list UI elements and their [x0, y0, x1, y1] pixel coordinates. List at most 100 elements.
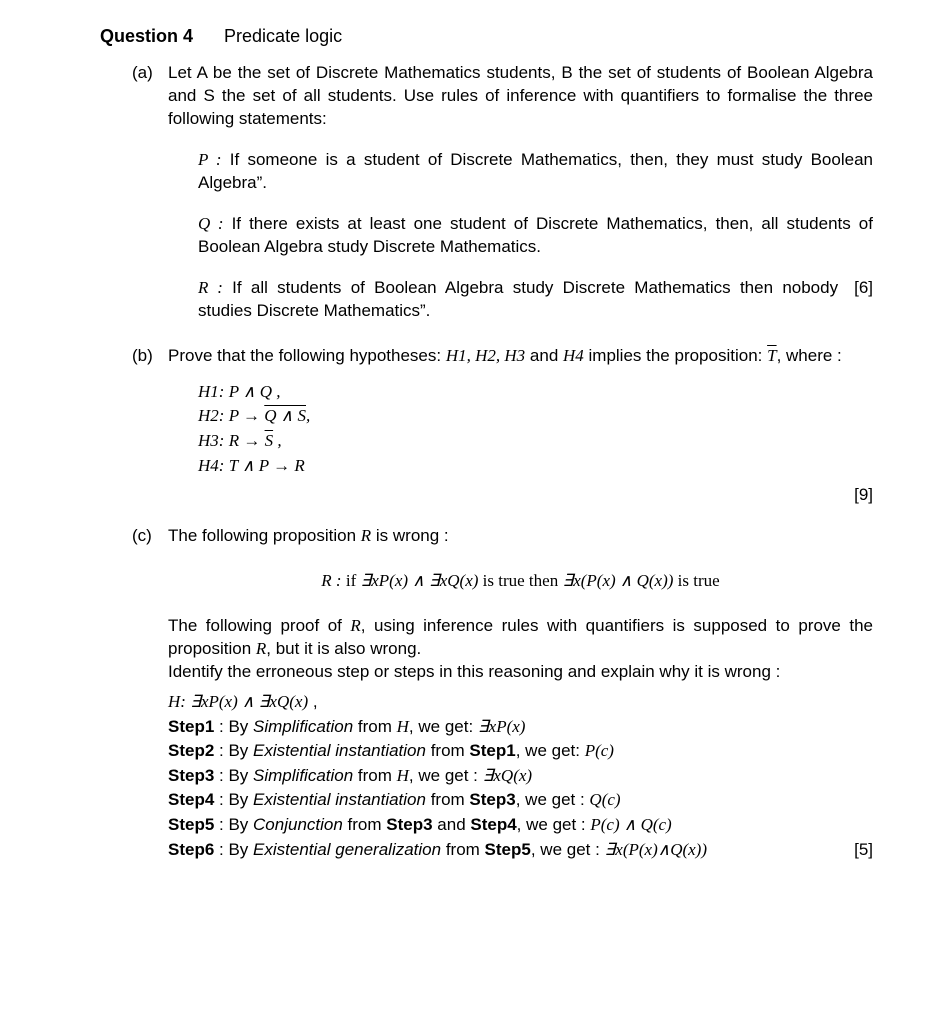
a-q-label: Q :: [198, 214, 224, 233]
c-s3-rule: Simplification: [253, 766, 353, 785]
a-r-label: R :: [198, 278, 223, 297]
b-h2-line: H2: P → Q ∧ S,: [198, 404, 873, 429]
c-s2-src: Step1: [469, 741, 515, 760]
b-intro-pre: Prove that the following hypotheses:: [168, 346, 446, 365]
c-proposition: R : if ∃xP(x) ∧ ∃xQ(x) is true then ∃x(P…: [168, 570, 873, 593]
c-s5-res: P(c) ∧ Q(c): [590, 815, 671, 834]
c-s6-res: ∃x(P(x)∧Q(x)): [605, 840, 707, 859]
c-para2a: The following proof of: [168, 616, 350, 635]
c-s1-rule: Simplification: [253, 717, 353, 736]
b-intro: Prove that the following hypotheses: H1,…: [168, 345, 873, 368]
b-h3-post: ,: [273, 431, 282, 450]
c-s4-get: , we get :: [516, 790, 590, 809]
c-s5-rule: Conjunction: [253, 815, 343, 834]
a-r-statement: [6] R : If all students of Boolean Algeb…: [198, 277, 873, 323]
c-para2c: , but it is also wrong.: [266, 639, 421, 658]
b-h4: H4: [563, 346, 584, 365]
c-s4-rule: Existential instantiation: [253, 790, 426, 809]
b-h1-text: H1: P ∧ Q ,: [198, 382, 281, 401]
b-h1-line: H1: P ∧ Q ,: [198, 380, 873, 405]
c-marks: [5]: [854, 838, 873, 863]
c-step2: Step2 : By Existential instantiation fro…: [168, 739, 873, 764]
c-s2-get: , we get:: [516, 741, 585, 760]
c-r-sym: R: [361, 526, 371, 545]
c-prop-concl: ∃x(P(x) ∧ Q(x)): [562, 571, 673, 590]
c-s5-get: , we get :: [517, 815, 591, 834]
c-s5-src2: Step4: [470, 815, 516, 834]
c-para2-r2: R: [256, 639, 266, 658]
c-prop-mid: is true then: [478, 571, 562, 590]
c-prop-label: R :: [321, 571, 346, 590]
c-s3-from: from: [353, 766, 396, 785]
c-s3-res: ∃xQ(x): [483, 766, 532, 785]
c-s1-src: H: [397, 717, 409, 736]
b-h3-pre: H3: R →: [198, 431, 265, 450]
section-c-label: (c): [132, 525, 152, 548]
c-s1-num: Step1: [168, 717, 214, 736]
c-H-post: ,: [308, 692, 317, 711]
c-step3: Step3 : By Simplification from H, we get…: [168, 764, 873, 789]
b-tbar: T: [767, 346, 776, 365]
c-para3: Identify the erroneous step or steps in …: [168, 661, 873, 684]
b-intro-post2: , where :: [777, 346, 842, 365]
c-s4-from: from: [426, 790, 469, 809]
c-s3-src: H: [397, 766, 409, 785]
section-b-label: (b): [132, 345, 153, 368]
c-s2-rule: Existential instantiation: [253, 741, 426, 760]
c-s5-num: Step5: [168, 815, 214, 834]
c-s6-src: Step5: [485, 840, 531, 859]
b-h123: H1, H2, H3: [446, 346, 525, 365]
section-b: (b) Prove that the following hypotheses:…: [118, 345, 873, 507]
c-step4: Step4 : By Existential instantiation fro…: [168, 788, 873, 813]
c-s5-src: Step3: [386, 815, 432, 834]
c-s6-from: from: [441, 840, 484, 859]
section-c: (c) The following proposition R is wrong…: [118, 525, 873, 862]
a-r-text: If all students of Boolean Algebra study…: [198, 278, 838, 320]
b-intro-post1: implies the proposition:: [584, 346, 767, 365]
question-number: Question 4: [100, 26, 193, 46]
c-step5: Step5 : By Conjunction from Step3 and St…: [168, 813, 873, 838]
c-s5-and: and: [433, 815, 471, 834]
c-s6-sep: : By: [214, 840, 253, 859]
c-s2-from: from: [426, 741, 469, 760]
c-s4-src: Step3: [469, 790, 515, 809]
question-header: Question 4 Predicate logic: [100, 24, 873, 48]
c-s4-res: Q(c): [589, 790, 620, 809]
c-intro2: is wrong :: [371, 526, 448, 545]
section-a: (a) Let A be the set of Discrete Mathema…: [118, 62, 873, 326]
c-s3-num: Step3: [168, 766, 214, 785]
c-prop-end: is true: [673, 571, 719, 590]
page: Question 4 Predicate logic (a) Let A be …: [0, 0, 933, 910]
c-s2-sep: : By: [214, 741, 253, 760]
a-p-label: P :: [198, 150, 222, 169]
c-s1-from: from: [353, 717, 396, 736]
c-s6-rule: Existential generalization: [253, 840, 441, 859]
c-step1: Step1 : By Simplification from H, we get…: [168, 715, 873, 740]
c-prop-hyp: ∃xP(x) ∧ ∃xQ(x): [360, 571, 478, 590]
c-s4-num: Step4: [168, 790, 214, 809]
b-h2-bar: Q ∧ S: [264, 406, 306, 425]
b-h2-post: ,: [306, 406, 310, 425]
c-para2-r1: R: [350, 616, 360, 635]
c-s2-res: P(c): [585, 741, 614, 760]
a-p-text: If someone is a student of Discrete Math…: [198, 150, 873, 192]
b-h4-line: H4: T ∧ P → R: [198, 454, 873, 479]
c-s6-get: , we get :: [531, 840, 605, 859]
c-H-pre: H:: [168, 692, 190, 711]
c-s3-sep: : By: [214, 766, 253, 785]
b-hypotheses: H1: P ∧ Q , H2: P → Q ∧ S, H3: R → S , H…: [198, 380, 873, 479]
c-step6: [5] Step6 : By Existential generalizatio…: [168, 838, 873, 863]
c-H-line: H: ∃xP(x) ∧ ∃xQ(x) ,: [168, 690, 873, 715]
c-s1-res: ∃xP(x): [478, 717, 526, 736]
c-s6-num: Step6: [168, 840, 214, 859]
c-s1-sep: : By: [214, 717, 253, 736]
a-intro: Let A be the set of Discrete Mathematics…: [168, 62, 873, 131]
b-marks: [9]: [854, 485, 873, 504]
c-steps: H: ∃xP(x) ∧ ∃xQ(x) , Step1 : By Simplifi…: [168, 690, 873, 862]
c-s1-get: , we get:: [409, 717, 478, 736]
b-h3-bar: S: [265, 431, 274, 450]
c-s5-sep: : By: [214, 815, 253, 834]
b-h3-line: H3: R → S ,: [198, 429, 873, 454]
c-intro: The following proposition R is wrong :: [168, 525, 873, 548]
c-s5-from: from: [343, 815, 386, 834]
